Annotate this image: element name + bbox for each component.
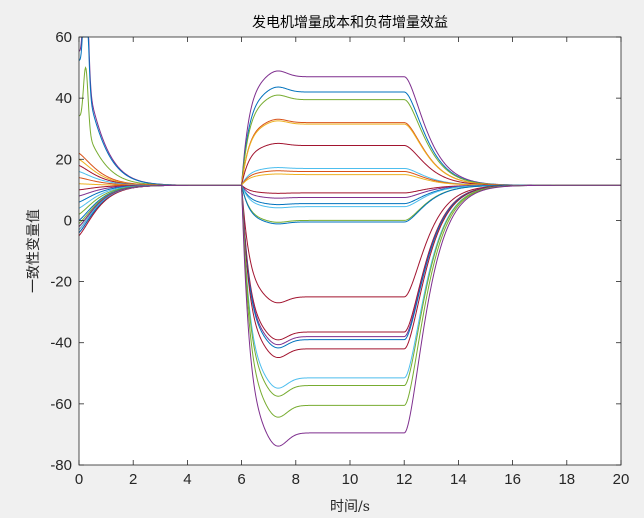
- chart-title: 发电机增量成本和负荷增量效益: [252, 15, 448, 31]
- x-tick-label: 16: [504, 471, 521, 488]
- x-tick-label: 4: [183, 471, 191, 488]
- y-tick-label: -40: [50, 335, 72, 352]
- y-tick-label: 0: [64, 212, 72, 229]
- plot-area: [79, 37, 621, 465]
- y-tick-label: 60: [55, 29, 72, 46]
- x-tick-label: 10: [342, 471, 359, 488]
- tick-layer: 0 2 4 6 8 10 12 14 16 18 20 -80 -60 -40 -20 0 20 40 60: [50, 29, 629, 488]
- x-tick-label: 8: [292, 471, 300, 488]
- x-tick-label: 2: [129, 471, 137, 488]
- y-tick-label: 40: [55, 90, 72, 107]
- x-tick-label: 18: [558, 471, 575, 488]
- series-line-24: [78, 184, 621, 447]
- x-tick-label: 6: [237, 471, 245, 488]
- x-tick-label: 0: [75, 471, 83, 488]
- y-tick-label: -80: [50, 457, 72, 474]
- y-axis-label: 一致性变量值: [26, 209, 42, 293]
- y-tick-label: -60: [50, 396, 72, 413]
- y-tick-label: -20: [50, 274, 72, 291]
- x-tick-label: 20: [613, 471, 630, 488]
- series-layer: [78, 36, 621, 447]
- x-tick-label: 14: [450, 471, 467, 488]
- x-axis-label: 时间/s: [330, 499, 370, 515]
- y-tick-label: 20: [55, 151, 72, 168]
- x-tick-label: 12: [396, 471, 413, 488]
